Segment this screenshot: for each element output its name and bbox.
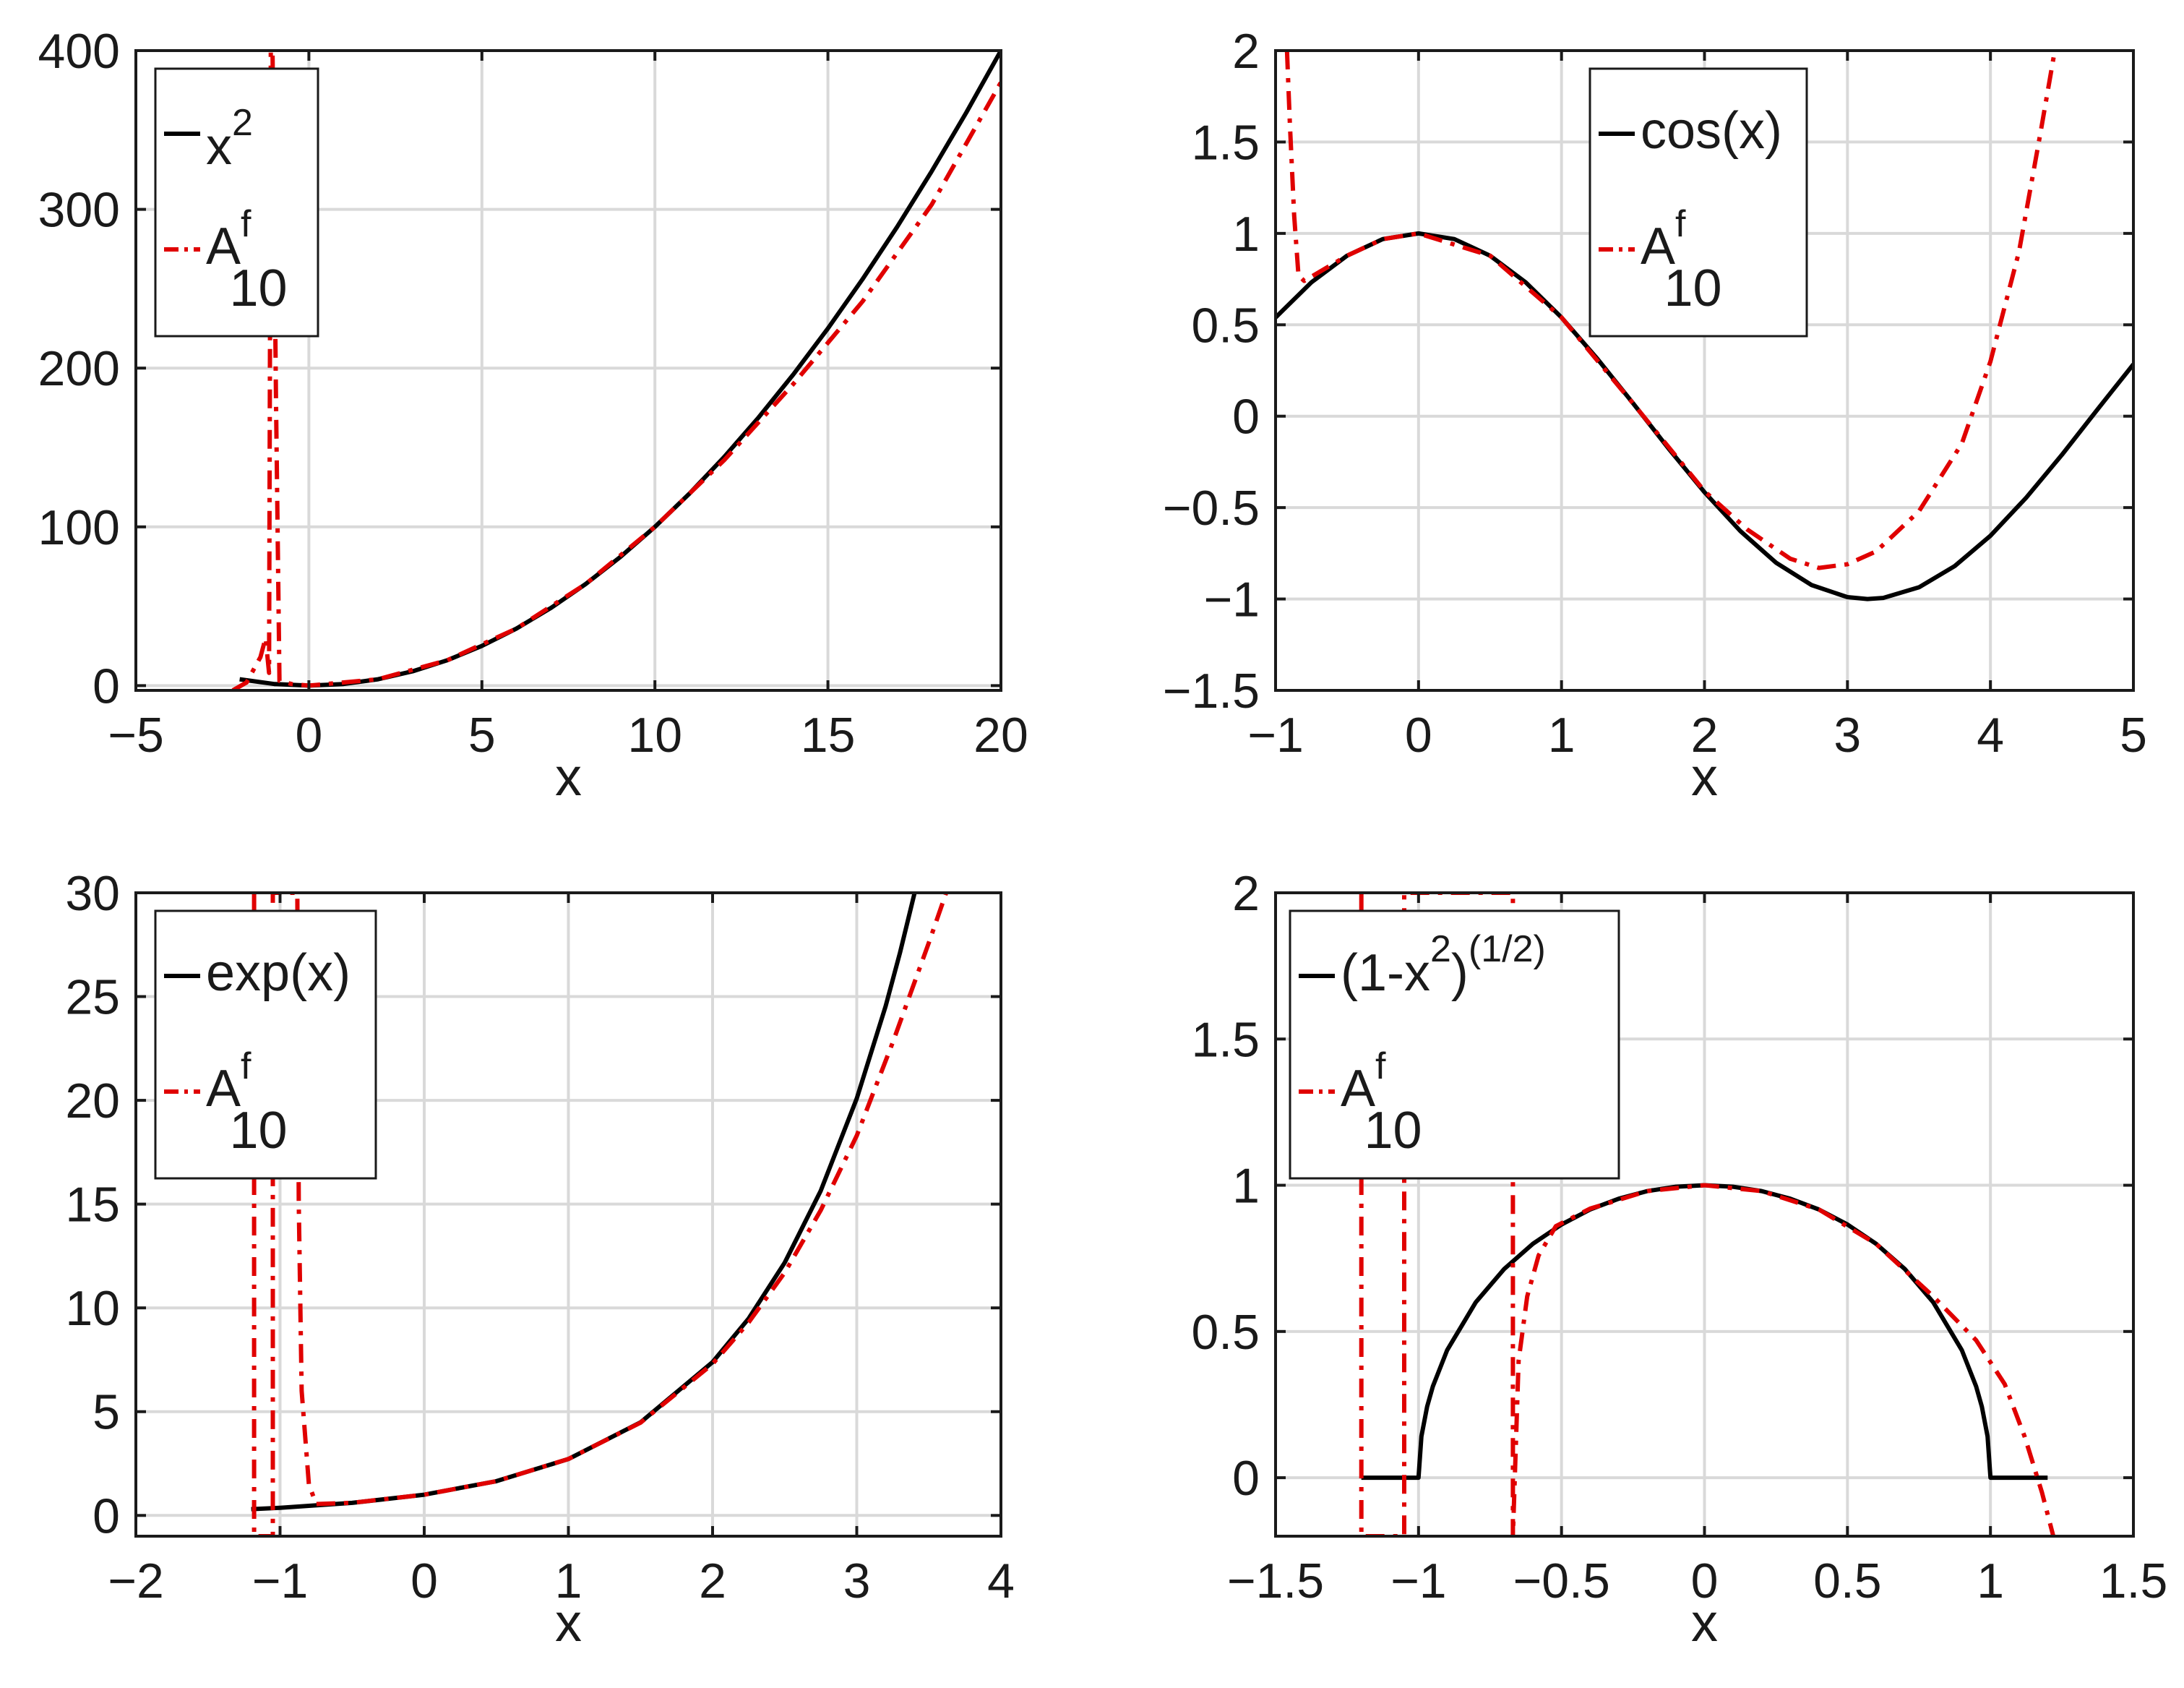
y-tick-label: 1.5	[1191, 115, 1260, 170]
y-tick-label: 0	[93, 1488, 120, 1543]
series-line-approximation	[251, 893, 949, 1536]
legend-box	[154, 909, 377, 1180]
series-group	[1276, 51, 2133, 601]
y-tick-label: 300	[38, 183, 120, 238]
legend: exp(x) Af 10	[154, 909, 377, 1180]
legend: cos(x) Af 10	[1588, 67, 1808, 338]
x-tick-label: 4	[987, 1554, 1015, 1608]
series-line-approximation	[1284, 51, 2058, 570]
series-group	[1359, 893, 2056, 1536]
legend-box	[154, 67, 319, 338]
y-tick-label: 1	[1232, 1159, 1260, 1214]
series-group	[251, 893, 949, 1536]
panel-semicircle: −1.5 −1 −0.5 0 0.5 1 1.5 0 0.5 1 1.5 2 x (1-x2)(1/2) A…	[1191, 866, 2167, 1653]
y-tick-label: −1	[1203, 573, 1260, 627]
x-tick-label: 0	[410, 1554, 438, 1608]
x-tick-label: 0	[295, 708, 322, 763]
y-tick-label: 2	[1232, 24, 1260, 79]
y-tick-label: 30	[65, 866, 120, 921]
legend-entry-label: Af 10	[206, 203, 288, 317]
plot-frame	[134, 49, 1002, 692]
series-line-function	[239, 51, 1001, 688]
legend-entry-label: Af 10	[1341, 1045, 1422, 1160]
legend-entry-label: Af 10	[206, 1045, 288, 1160]
x-tick-label: 1	[555, 1554, 582, 1608]
legend-entry-label: x2	[206, 102, 253, 176]
x-tick-label: 5	[468, 708, 496, 763]
x-tick-label: 0.5	[1813, 1554, 1882, 1608]
y-tick-label: 1.5	[1191, 1012, 1260, 1067]
y-tick-label: 0.5	[1191, 1305, 1260, 1360]
x-tick-label: 3	[1833, 708, 1861, 763]
legend-box	[1289, 909, 1620, 1180]
x-tick-label: 2	[1691, 708, 1719, 763]
y-tick-label: 20	[65, 1074, 120, 1128]
x-axis-label: x	[555, 1593, 582, 1653]
y-tick-label: 1	[1232, 207, 1260, 262]
y-tick-label: 5	[93, 1385, 120, 1440]
y-tick-label: −1.5	[1163, 664, 1260, 719]
series-line-function	[251, 893, 917, 1512]
y-tick-label: 200	[38, 341, 120, 396]
x-tick-label: 1	[1548, 708, 1575, 763]
x-axis-label: x	[1691, 1593, 1718, 1653]
series-line-approximation	[231, 51, 1001, 690]
x-tick-label: −1.5	[1227, 1554, 1324, 1608]
y-tick-label: −0.5	[1163, 481, 1260, 536]
x-tick-label: 0	[1405, 708, 1432, 763]
x-tick-label: 0	[1691, 1554, 1719, 1608]
x-tick-label: −1	[1247, 708, 1304, 763]
x-tick-label: −1	[252, 1554, 309, 1608]
x-tick-label: 1	[1977, 1554, 2004, 1608]
y-tick-label: 0	[93, 659, 120, 714]
panel-exponential: −2 −1 0 1 2 3 4 0 5 10 15 20 25 30 x exp(x) Af 10	[65, 866, 1015, 1653]
x-tick-label: 1.5	[2099, 1554, 2168, 1608]
legend-box	[1588, 67, 1808, 338]
x-tick-label: 5	[2120, 708, 2147, 763]
x-tick-label: 15	[801, 708, 856, 763]
y-tick-label: 10	[65, 1281, 120, 1336]
legend-entry-label: cos(x)	[1641, 102, 1782, 160]
x-axis-label: x	[555, 747, 582, 807]
legend-entry-label: (1-x2)(1/2)	[1341, 928, 1546, 1002]
legend: x2 Af 10	[154, 67, 319, 338]
x-tick-label: −1	[1390, 1554, 1447, 1608]
y-tick-label: 0	[1232, 390, 1260, 445]
series-group	[231, 51, 1001, 690]
x-tick-label: −5	[108, 708, 164, 763]
y-tick-label: 2	[1232, 866, 1260, 921]
legend-entry-label: exp(x)	[206, 944, 351, 1002]
x-axis-label: x	[1691, 747, 1718, 807]
x-tick-label: 2	[699, 1554, 726, 1608]
x-tick-label: 10	[627, 708, 682, 763]
x-tick-label: 20	[973, 708, 1028, 763]
y-tick-label: 25	[65, 970, 120, 1025]
x-tick-label: 3	[843, 1554, 871, 1608]
y-tick-label: 0.5	[1191, 298, 1260, 353]
x-tick-label: 4	[1977, 708, 2004, 763]
x-tick-label: −0.5	[1513, 1554, 1610, 1608]
legend-entry-label: Af 10	[1641, 203, 1722, 317]
series-line-approximation	[1359, 893, 2056, 1536]
y-tick-label: 15	[65, 1178, 120, 1233]
x-tick-label: −2	[108, 1554, 164, 1608]
legend: (1-x2)(1/2) Af 10	[1289, 909, 1620, 1180]
y-tick-label: 0	[1232, 1451, 1260, 1506]
y-tick-label: 400	[38, 24, 120, 79]
y-tick-label: 100	[38, 500, 120, 555]
